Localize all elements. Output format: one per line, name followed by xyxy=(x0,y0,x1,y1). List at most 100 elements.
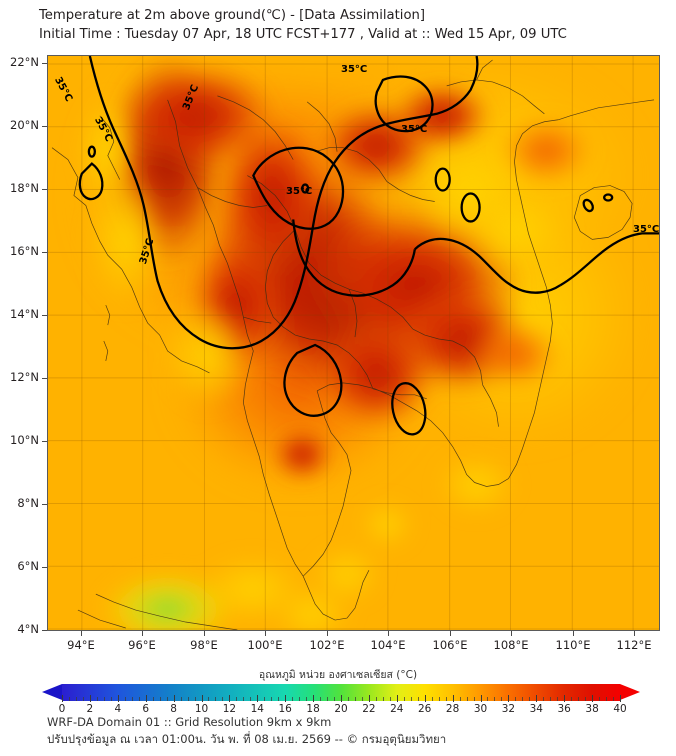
colorbar-minor-tick xyxy=(557,697,559,701)
temperature-map[interactable]: 35°C 35°C 35°C 35°C 35°C 35°C 35°C 35°C xyxy=(47,55,660,631)
colorbar-minor-tick xyxy=(382,697,384,701)
colorbar-minor-tick xyxy=(431,697,433,701)
colorbar-minor-tick xyxy=(585,697,587,701)
colorbar-minor-tick xyxy=(606,697,608,701)
contour-label-35c: 35°C xyxy=(401,124,428,135)
colorbar-tick-label: 34 xyxy=(529,703,543,715)
colorbar-body[interactable] xyxy=(62,684,621,702)
colorbar-minor-tick xyxy=(236,697,238,701)
colorbar-tick-label: 38 xyxy=(585,703,599,715)
title-line-1: Temperature at 2m above ground(℃) - [Dat… xyxy=(39,8,426,23)
colorbar[interactable]: 0 2 4 6 8 10 12 14 16 18 20 22 24 26 28 30 32 34 36 38 40 xyxy=(42,684,646,715)
graticule xyxy=(48,56,659,630)
colorbar-minor-tick xyxy=(75,697,77,701)
colorbar-minor-tick xyxy=(550,697,552,701)
contour-35c xyxy=(78,56,659,436)
colorbar-major-tick xyxy=(229,695,231,702)
x-tick-label: 94°E xyxy=(67,638,95,652)
colorbar-extend-high-arrow xyxy=(620,684,640,700)
colorbar-minor-tick xyxy=(138,697,140,701)
colorbar-minor-tick xyxy=(438,697,440,701)
colorbar-minor-tick xyxy=(410,697,412,701)
colorbar-minor-tick xyxy=(613,697,615,701)
colorbar-minor-tick xyxy=(459,697,461,701)
footer: WRF-DA Domain 01 :: Grid Resolution 9km … xyxy=(47,714,446,748)
colorbar-tick-label: 8 xyxy=(170,703,177,715)
colorbar-minor-tick xyxy=(96,697,98,701)
colorbar-minor-tick xyxy=(515,697,517,701)
colorbar-minor-tick xyxy=(82,697,84,701)
colorbar-tick-label: 6 xyxy=(142,703,150,715)
colorbar-major-tick xyxy=(480,695,482,702)
colorbar-minor-tick xyxy=(131,697,133,701)
colorbar-minor-tick xyxy=(327,697,329,701)
colorbar-minor-tick xyxy=(501,697,503,701)
x-tick-label: 100°E xyxy=(247,638,283,652)
footer-line-2: ปรับปรุงข้อมูล ณ เวลา 01:00น. วัน พ. ที่… xyxy=(47,732,447,746)
colorbar-tick-label: 12 xyxy=(222,703,237,715)
colorbar-tick-label: 36 xyxy=(557,703,571,715)
x-tick-label: 102°E xyxy=(309,638,345,652)
colorbar-tick-label: 28 xyxy=(445,703,460,715)
colorbar-tick-label: 32 xyxy=(501,703,516,715)
contour-label-35c: 35°C xyxy=(633,224,660,235)
colorbar-major-tick xyxy=(313,695,315,702)
field-hot-cores xyxy=(105,56,595,481)
colorbar-minor-tick xyxy=(529,697,531,701)
colorbar-tick-label: 18 xyxy=(306,703,320,715)
colorbar-major-tick xyxy=(564,695,566,702)
colorbar-minor-tick xyxy=(403,697,405,701)
colorbar-minor-tick xyxy=(599,697,601,701)
colorbar-minor-tick xyxy=(445,697,447,701)
colorbar-minor-tick xyxy=(299,697,301,701)
colorbar-major-tick xyxy=(117,695,119,702)
colorbar-tick-label: 20 xyxy=(334,703,348,715)
colorbar-major-tick xyxy=(508,695,510,702)
contour-label-35c: 35°C xyxy=(286,186,313,197)
colorbar-minor-tick xyxy=(334,697,336,701)
colorbar-extend-low-arrow xyxy=(42,684,62,700)
colorbar-major-tick xyxy=(452,695,454,702)
y-tick xyxy=(42,315,47,316)
colorbar-minor-tick xyxy=(166,697,168,701)
colorbar-minor-tick xyxy=(243,697,245,701)
x-tick-label: 104°E xyxy=(370,638,406,652)
colorbar-minor-tick xyxy=(522,697,524,701)
x-tick-label: 110°E xyxy=(555,638,591,652)
colorbar-minor-tick xyxy=(389,697,391,701)
colorbar-major-tick xyxy=(285,695,287,702)
colorbar-minor-tick xyxy=(306,697,308,701)
x-tick-label: 106°E xyxy=(432,638,468,652)
colorbar-tick-label: 24 xyxy=(390,703,404,715)
colorbar-minor-tick xyxy=(292,697,294,701)
colorbar-minor-tick xyxy=(208,697,210,701)
x-tick-label: 98°E xyxy=(190,638,218,652)
colorbar-minor-tick xyxy=(354,697,356,701)
y-tick xyxy=(42,504,47,505)
colorbar-minor-tick xyxy=(271,697,273,701)
y-tick xyxy=(42,63,47,64)
colorbar-minor-tick xyxy=(264,697,266,701)
colorbar-tick-label: 10 xyxy=(194,703,209,715)
colorbar-major-tick xyxy=(341,695,342,702)
colorbar-minor-tick xyxy=(320,697,322,701)
colorbar-major-tick xyxy=(201,695,203,702)
colorbar-major-tick xyxy=(536,695,538,702)
colorbar-major-tick xyxy=(396,695,398,702)
x-tick xyxy=(204,631,205,636)
colorbar-ticks xyxy=(62,695,621,702)
colorbar-major-tick xyxy=(62,695,63,702)
colorbar-minor-tick xyxy=(110,697,112,701)
title-line-2: Initial Time : Tuesday 07 Apr, 18 UTC FC… xyxy=(39,27,567,42)
x-tick-label: 96°E xyxy=(128,638,156,652)
y-tick xyxy=(42,252,47,253)
contour-label-35c: 35°C xyxy=(341,64,368,75)
colorbar-title: อุณหภูมิ หน่วย องศาเซลเซียส (°C) xyxy=(258,669,418,681)
colorbar-minor-tick xyxy=(187,697,189,701)
colorbar-major-tick xyxy=(620,695,621,702)
colorbar-major-tick xyxy=(424,695,426,702)
colorbar-major-tick xyxy=(257,695,259,702)
colorbar-minor-tick xyxy=(361,697,363,701)
colorbar-tick-label: 30 xyxy=(473,703,488,715)
field-cool-pockets xyxy=(77,95,572,630)
